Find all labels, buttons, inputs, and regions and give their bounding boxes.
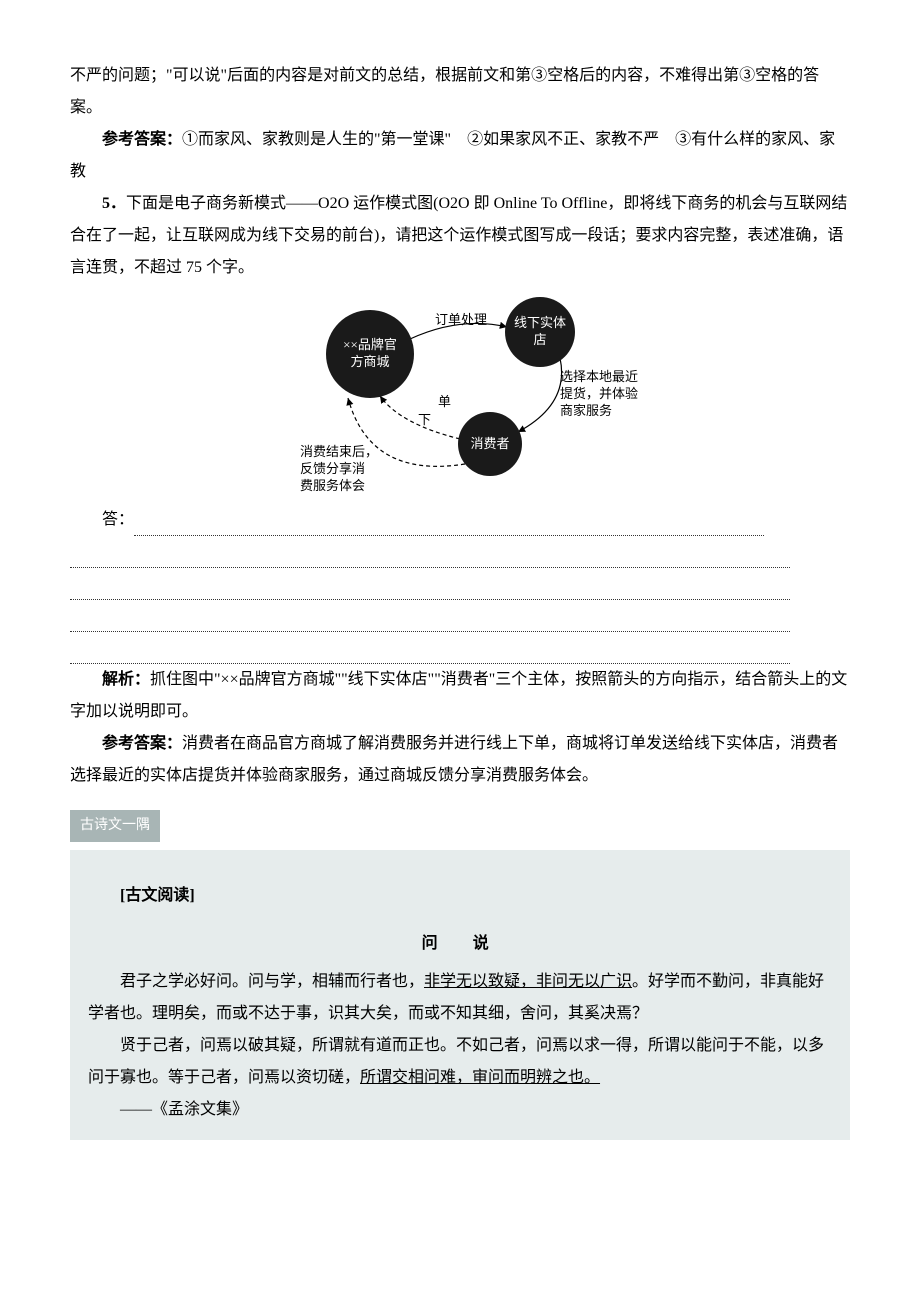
answer-prefix: 答： bbox=[102, 511, 134, 528]
node-store: 线下实体店 bbox=[505, 297, 575, 367]
edge-choose: 选择本地最近 提货，并体验 商家服务 bbox=[560, 369, 638, 420]
edge-feedback: 消费结束后， 反馈分享消 费服务体会 bbox=[300, 444, 378, 495]
reading-box: [古文阅读] 问 说 君子之学必好问。问与学，相辅而行者也，非学无以致疑，非问无… bbox=[70, 850, 850, 1140]
page: 不严的问题；"可以说"后面的内容是对前文的总结，根据前文和第③空格后的内容，不难… bbox=[0, 0, 920, 1200]
node-consumer-label: 消费者 bbox=[466, 432, 513, 457]
section-tag-wrap: 古诗文一隅 bbox=[70, 792, 850, 842]
answer-line-1: 答： bbox=[70, 504, 850, 536]
answer-para-1: 参考答案：①而家风、家教则是人生的"第一堂课" ②如果家风不正、家教不严 ③有什… bbox=[70, 124, 850, 188]
reading-p1: 君子之学必好问。问与学，相辅而行者也，非学无以致疑，非问无以广识。好学而不勤问，… bbox=[88, 966, 832, 1030]
reading-p1-u: 非学无以致疑，非问无以广识 bbox=[424, 973, 632, 990]
answer-line-4 bbox=[70, 600, 850, 632]
question-5: 5．下面是电子商务新模式——O2O 运作模式图(O2O 即 Online To … bbox=[70, 188, 850, 284]
analysis-body: 抓住图中"××品牌官方商城""线下实体店""消费者"三个主体，按照箭头的方向指示… bbox=[70, 671, 847, 720]
ref-body: 消费者在商品官方商城了解消费服务并进行线上下单，商城将订单发送给线下实体店，消费… bbox=[70, 735, 838, 784]
analysis-para: 解析：抓住图中"××品牌官方商城""线下实体店""消费者"三个主体，按照箭头的方… bbox=[70, 664, 850, 728]
dotted-2 bbox=[70, 546, 790, 568]
answer-line-2 bbox=[70, 536, 850, 568]
node-mall-label: ××品牌官 方商城 bbox=[339, 333, 401, 375]
q5-body: 下面是电子商务新模式——O2O 运作模式图(O2O 即 Online To Of… bbox=[70, 195, 847, 276]
reading-source: ——《孟涂文集》 bbox=[88, 1094, 832, 1126]
node-mall: ××品牌官 方商城 bbox=[326, 310, 414, 398]
analysis-label: 解析： bbox=[102, 671, 150, 688]
dotted-4 bbox=[70, 610, 790, 632]
node-consumer: 消费者 bbox=[458, 412, 522, 476]
continuation-para: 不严的问题；"可以说"后面的内容是对前文的总结，根据前文和第③空格后的内容，不难… bbox=[70, 60, 850, 124]
reading-title: 问 说 bbox=[88, 928, 832, 960]
edge-order-proc: 订单处理 bbox=[435, 312, 487, 329]
answer-line-5 bbox=[70, 632, 850, 664]
dotted-3 bbox=[70, 578, 790, 600]
section-tag: 古诗文一隅 bbox=[70, 810, 160, 842]
q5-number: 5． bbox=[102, 195, 126, 212]
reading-p1-a: 君子之学必好问。问与学，相辅而行者也， bbox=[120, 973, 424, 990]
reading-subhead: [古文阅读] bbox=[88, 880, 832, 912]
dotted-5 bbox=[70, 642, 790, 664]
reading-p2: 贤于己者，问焉以破其疑，所谓就有道而正也。不如己者，问焉以求一得，所谓以能问于不… bbox=[88, 1030, 832, 1094]
answer-line-3 bbox=[70, 568, 850, 600]
edge-order-down1: 单 bbox=[438, 394, 451, 411]
o2o-diagram: ××品牌官 方商城 线下实体店 消费者 订单处理 单 下 选择本地最近 提货，并… bbox=[260, 294, 660, 494]
edge-order-down2: 下 bbox=[418, 412, 431, 429]
dotted-1 bbox=[134, 514, 764, 536]
answer-label: 参考答案： bbox=[102, 131, 182, 148]
ref-label: 参考答案： bbox=[102, 735, 182, 752]
answer-body-1: ①而家风、家教则是人生的"第一堂课" ②如果家风不正、家教不严 ③有什么样的家风… bbox=[70, 131, 835, 180]
ref-answer-para: 参考答案：消费者在商品官方商城了解消费服务并进行线上下单，商城将订单发送给线下实… bbox=[70, 728, 850, 792]
node-store-label: 线下实体店 bbox=[505, 311, 575, 353]
reading-p2-u: 所谓交相问难，审问而明辨之也。 bbox=[360, 1069, 600, 1086]
